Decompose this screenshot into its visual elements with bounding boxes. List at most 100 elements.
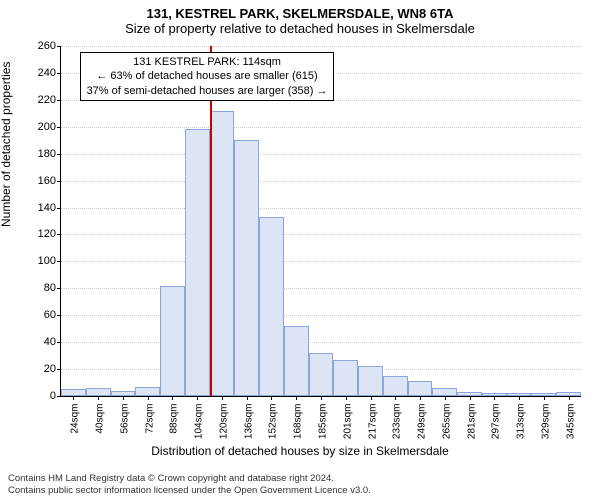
gridline	[61, 288, 581, 289]
x-tick-mark	[197, 396, 198, 400]
x-tick-label: 152sqm	[268, 404, 279, 454]
x-tick-mark	[73, 396, 74, 400]
y-tick-label: 200	[26, 121, 56, 133]
x-tick-mark	[247, 396, 248, 400]
x-tick-mark	[371, 396, 372, 400]
x-tick-mark	[445, 396, 446, 400]
x-tick-label: 104sqm	[194, 404, 205, 454]
histogram-bar	[210, 111, 235, 396]
y-tick-label: 240	[26, 67, 56, 79]
gridline	[61, 315, 581, 316]
x-tick-mark	[123, 396, 124, 400]
footer-line1: Contains HM Land Registry data © Crown c…	[8, 473, 371, 484]
annotation-line3: 37% of semi-detached houses are larger (…	[87, 84, 328, 98]
gridline	[61, 46, 581, 47]
histogram-bar	[234, 140, 259, 396]
histogram-bar	[160, 286, 185, 396]
x-tick-label: 56sqm	[119, 404, 130, 454]
gridline	[61, 261, 581, 262]
x-tick-label: 329sqm	[540, 404, 551, 454]
y-tick-mark	[57, 369, 61, 370]
y-tick-label: 0	[26, 390, 56, 402]
title-description: Size of property relative to detached ho…	[0, 21, 600, 40]
annotation-line2: ← 63% of detached houses are smaller (61…	[87, 69, 328, 83]
y-tick-mark	[57, 261, 61, 262]
x-tick-label: 168sqm	[293, 404, 304, 454]
x-tick-mark	[569, 396, 570, 400]
histogram-bar	[61, 389, 86, 396]
y-tick-label: 20	[26, 363, 56, 375]
y-tick-mark	[57, 342, 61, 343]
y-axis-label: Number of detached properties	[0, 62, 13, 227]
y-tick-label: 220	[26, 94, 56, 106]
x-tick-label: 265sqm	[441, 404, 452, 454]
x-tick-mark	[544, 396, 545, 400]
y-tick-mark	[57, 154, 61, 155]
x-tick-mark	[222, 396, 223, 400]
gridline	[61, 234, 581, 235]
y-tick-mark	[57, 181, 61, 182]
footer-attribution: Contains HM Land Registry data © Crown c…	[8, 473, 371, 496]
annotation-line1: 131 KESTREL PARK: 114sqm	[87, 55, 328, 69]
x-tick-label: 249sqm	[417, 404, 428, 454]
histogram-bar	[135, 387, 160, 396]
x-tick-mark	[148, 396, 149, 400]
y-tick-label: 80	[26, 282, 56, 294]
histogram-bar	[432, 388, 457, 396]
y-tick-label: 100	[26, 255, 56, 267]
y-tick-label: 160	[26, 175, 56, 187]
y-tick-mark	[57, 396, 61, 397]
x-tick-mark	[494, 396, 495, 400]
x-tick-label: 233sqm	[392, 404, 403, 454]
footer-line2: Contains public sector information licen…	[8, 485, 371, 496]
annotation-box: 131 KESTREL PARK: 114sqm ← 63% of detach…	[80, 52, 335, 101]
y-tick-mark	[57, 288, 61, 289]
y-tick-label: 140	[26, 202, 56, 214]
x-tick-label: 201sqm	[342, 404, 353, 454]
x-tick-label: 88sqm	[169, 404, 180, 454]
x-tick-mark	[98, 396, 99, 400]
x-tick-label: 72sqm	[144, 404, 155, 454]
histogram-bar	[408, 381, 433, 396]
x-tick-mark	[420, 396, 421, 400]
plot-area: 131 KESTREL PARK: 114sqm ← 63% of detach…	[60, 46, 581, 397]
x-tick-mark	[271, 396, 272, 400]
title-address: 131, KESTREL PARK, SKELMERSDALE, WN8 6TA	[0, 0, 600, 21]
x-tick-label: 217sqm	[367, 404, 378, 454]
x-tick-mark	[470, 396, 471, 400]
x-tick-mark	[346, 396, 347, 400]
y-tick-mark	[57, 208, 61, 209]
x-tick-mark	[296, 396, 297, 400]
histogram-bar	[259, 217, 284, 396]
x-tick-label: 24sqm	[70, 404, 81, 454]
y-tick-mark	[57, 234, 61, 235]
x-tick-label: 297sqm	[491, 404, 502, 454]
y-tick-mark	[57, 315, 61, 316]
gridline	[61, 127, 581, 128]
y-tick-label: 120	[26, 228, 56, 240]
chart-container: 131, KESTREL PARK, SKELMERSDALE, WN8 6TA…	[0, 0, 600, 500]
x-tick-label: 313sqm	[516, 404, 527, 454]
histogram-bar	[333, 360, 358, 396]
histogram-bar	[86, 388, 111, 396]
histogram-bar	[358, 366, 383, 396]
gridline	[61, 154, 581, 155]
y-tick-mark	[57, 100, 61, 101]
histogram-bar	[284, 326, 309, 396]
x-tick-label: 185sqm	[318, 404, 329, 454]
y-tick-label: 180	[26, 148, 56, 160]
x-tick-label: 136sqm	[243, 404, 254, 454]
x-tick-mark	[519, 396, 520, 400]
x-tick-label: 345sqm	[565, 404, 576, 454]
x-tick-label: 40sqm	[95, 404, 106, 454]
x-tick-mark	[395, 396, 396, 400]
y-tick-mark	[57, 73, 61, 74]
y-tick-label: 60	[26, 309, 56, 321]
y-tick-mark	[57, 46, 61, 47]
y-tick-mark	[57, 127, 61, 128]
x-tick-label: 281sqm	[466, 404, 477, 454]
y-tick-label: 40	[26, 336, 56, 348]
y-tick-label: 260	[26, 40, 56, 52]
x-tick-mark	[321, 396, 322, 400]
histogram-bar	[309, 353, 334, 396]
